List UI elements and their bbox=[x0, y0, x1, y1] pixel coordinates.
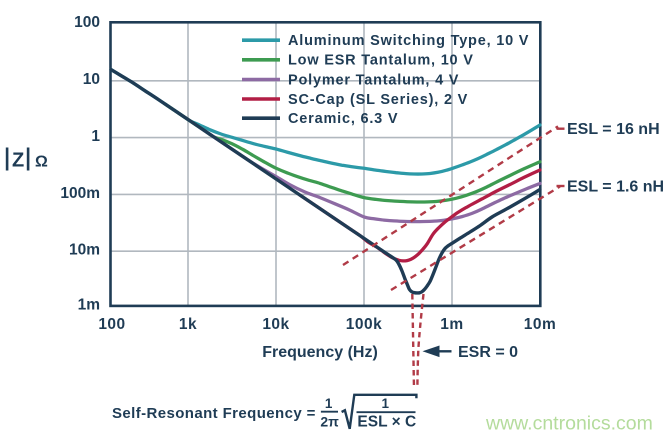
svg-text:1m: 1m bbox=[440, 316, 463, 333]
svg-text:10m: 10m bbox=[524, 316, 557, 333]
svg-text:1m: 1m bbox=[78, 296, 100, 313]
svg-text:ESR = 0: ESR = 0 bbox=[458, 344, 518, 361]
svg-text:Self-Resonant Frequency =: Self-Resonant Frequency = bbox=[112, 405, 316, 422]
svg-text:ESL = 16 nH: ESL = 16 nH bbox=[567, 121, 660, 138]
svg-text:Ω: Ω bbox=[35, 153, 48, 170]
svg-text:ESL = 1.6 nH: ESL = 1.6 nH bbox=[567, 178, 664, 195]
svg-text:Aluminum Switching Type, 10 V: Aluminum Switching Type, 10 V bbox=[288, 33, 529, 49]
svg-text:1: 1 bbox=[381, 396, 389, 411]
svg-text:10k: 10k bbox=[262, 316, 289, 333]
svg-text:1: 1 bbox=[325, 396, 333, 411]
svg-text:SC-Cap (SL Series), 2 V: SC-Cap (SL Series), 2 V bbox=[288, 92, 468, 108]
svg-text:www.cntronics.com: www.cntronics.com bbox=[485, 413, 653, 435]
svg-text:Ceramic, 6.3 V: Ceramic, 6.3 V bbox=[288, 111, 398, 127]
svg-text:Low ESR Tantalum, 10 V: Low ESR Tantalum, 10 V bbox=[288, 53, 474, 69]
svg-text:100: 100 bbox=[74, 14, 100, 31]
svg-text:100k: 100k bbox=[346, 316, 382, 333]
svg-text:ESL × C: ESL × C bbox=[357, 413, 416, 430]
svg-text:Frequency (Hz): Frequency (Hz) bbox=[262, 344, 378, 361]
svg-text:2π: 2π bbox=[320, 413, 339, 429]
svg-text:1k: 1k bbox=[179, 316, 197, 333]
svg-text:10m: 10m bbox=[69, 242, 100, 259]
svg-text:100m: 100m bbox=[60, 185, 100, 202]
svg-text:100: 100 bbox=[98, 316, 125, 333]
svg-text:10: 10 bbox=[83, 71, 100, 88]
svg-text:Z: Z bbox=[12, 149, 24, 171]
svg-text:1: 1 bbox=[91, 128, 100, 145]
svg-text:Polymer Tantalum, 4 V: Polymer Tantalum, 4 V bbox=[288, 72, 459, 88]
